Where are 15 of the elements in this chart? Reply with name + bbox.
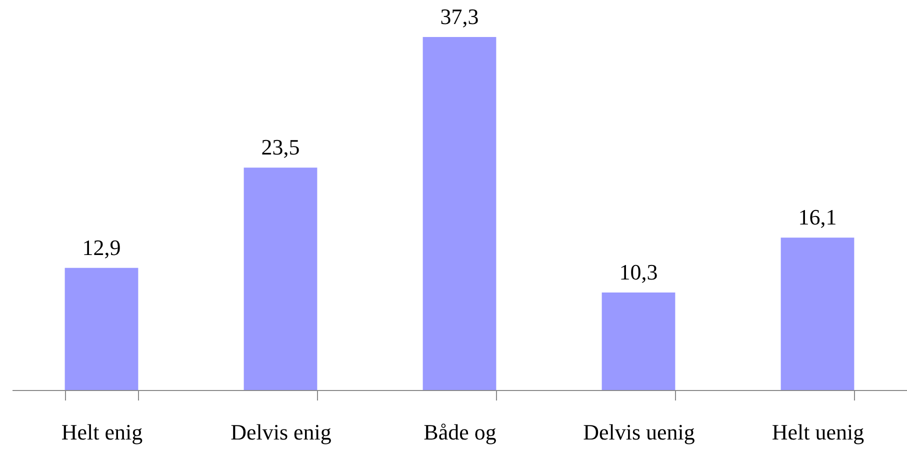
- x-tick-label: Delvis enig: [230, 420, 332, 444]
- x-tick-label: Helt enig: [61, 420, 143, 444]
- x-tick-label: Delvis uenig: [583, 420, 695, 444]
- bar: [422, 37, 496, 390]
- bar: [602, 292, 676, 390]
- data-label: 23,5: [261, 134, 300, 160]
- x-tick-label: Helt uenig: [772, 420, 864, 444]
- data-label: 12,9: [82, 234, 121, 260]
- data-label: 16,1: [798, 204, 837, 230]
- data-label: 10,3: [619, 260, 658, 285]
- bar: [64, 268, 138, 390]
- x-tick-label: Både og: [424, 420, 496, 444]
- bar: [244, 168, 318, 390]
- data-label: 37,3: [440, 4, 479, 29]
- bar: [780, 238, 854, 390]
